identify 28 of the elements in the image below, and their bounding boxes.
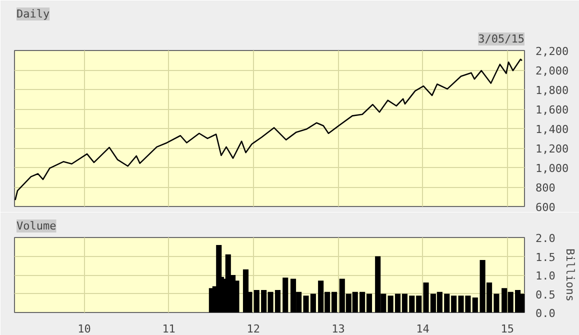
y-tick-label: 1,000 xyxy=(536,162,569,175)
y-tick-label: 1.5 xyxy=(536,250,556,264)
y-tick-label: 600 xyxy=(536,201,556,214)
text: 3/05/15 xyxy=(478,32,524,46)
chart-title: Volume xyxy=(16,220,56,232)
y-tick-label: 800 xyxy=(536,182,556,194)
y-tick-label: 1,800 xyxy=(536,84,569,97)
y-axis-title: Billions xyxy=(563,248,576,302)
line-series xyxy=(14,58,523,201)
x-tick-label: 12 xyxy=(246,322,260,335)
x-tick-label: 10 xyxy=(78,322,91,335)
x-tick-label: 11 xyxy=(162,322,176,335)
bar xyxy=(472,298,478,312)
y-tick-label: 1,400 xyxy=(536,123,569,136)
bar xyxy=(282,278,288,312)
y-tick-label: 0.5 xyxy=(536,288,556,302)
chart-title: Daily xyxy=(16,8,50,20)
bar xyxy=(519,294,524,312)
y-tick-label: 1,200 xyxy=(536,142,569,156)
y-tick-label: 1,600 xyxy=(536,104,569,116)
y-tick-label: 2,200 xyxy=(536,45,569,58)
y-tick-label: 0.0 xyxy=(536,307,556,320)
x-tick-label: 13 xyxy=(332,322,345,335)
x-tick-label: 15 xyxy=(500,322,514,335)
y-tick-label: 2,000 xyxy=(536,64,569,78)
y-tick-label: 1.0 xyxy=(536,270,556,282)
x-tick-label: 14 xyxy=(416,322,430,335)
y-tick-label: 2.0 xyxy=(536,232,556,245)
